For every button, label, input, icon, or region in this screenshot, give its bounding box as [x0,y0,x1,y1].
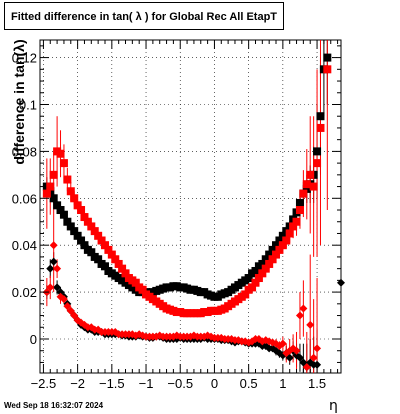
x-tick-label: 1 [279,376,286,391]
data-point-square [313,159,321,167]
chart-title: Fitted difference in tan( λ ) for Global… [4,2,284,30]
x-tick-label: 1.5 [308,376,326,391]
data-point-square [299,190,307,198]
data-point-square [316,112,324,120]
data-point-square [57,150,65,158]
data-point-square [282,237,290,245]
timestamp: Wed Sep 18 16:32:07 2024 [4,401,103,410]
y-axis-label: difference in tan(λ) [11,17,31,187]
x-axis-label: η [329,398,338,414]
x-tick-label: −1 [139,376,154,391]
data-point-square [50,171,58,179]
data-point-square [306,171,314,179]
x-tick-label: −2.5 [31,376,57,391]
y-tick-label: 0.02 [12,285,37,300]
y-tick-label: 0.06 [12,191,37,206]
y-tick-label: 0 [30,332,37,347]
data-point-square [46,183,54,191]
x-tick-label: 0 [211,376,218,391]
data-point-square [296,206,304,214]
data-point-square [50,194,58,202]
data-point-square [296,199,304,207]
data-point-square [293,218,301,226]
data-point-square [310,183,318,191]
data-point-square [77,206,85,214]
data-point-square [63,176,71,184]
data-point-square [60,211,68,219]
x-tick-label: −1.5 [99,376,125,391]
data-point-square [316,124,324,132]
y-tick-label: 0.04 [12,238,37,253]
data-point-square [67,187,75,195]
data-point-square [323,65,331,73]
x-tick-label: −0.5 [167,376,193,391]
x-tick-label: 0.5 [240,376,258,391]
data-point-square [43,190,51,198]
data-point-square [70,194,78,202]
data-point-square [303,180,311,188]
x-tick-label: −2 [70,376,85,391]
data-point-square [286,229,294,237]
data-point-square [313,147,321,155]
data-point-square [323,54,331,62]
data-point-square [60,159,68,167]
